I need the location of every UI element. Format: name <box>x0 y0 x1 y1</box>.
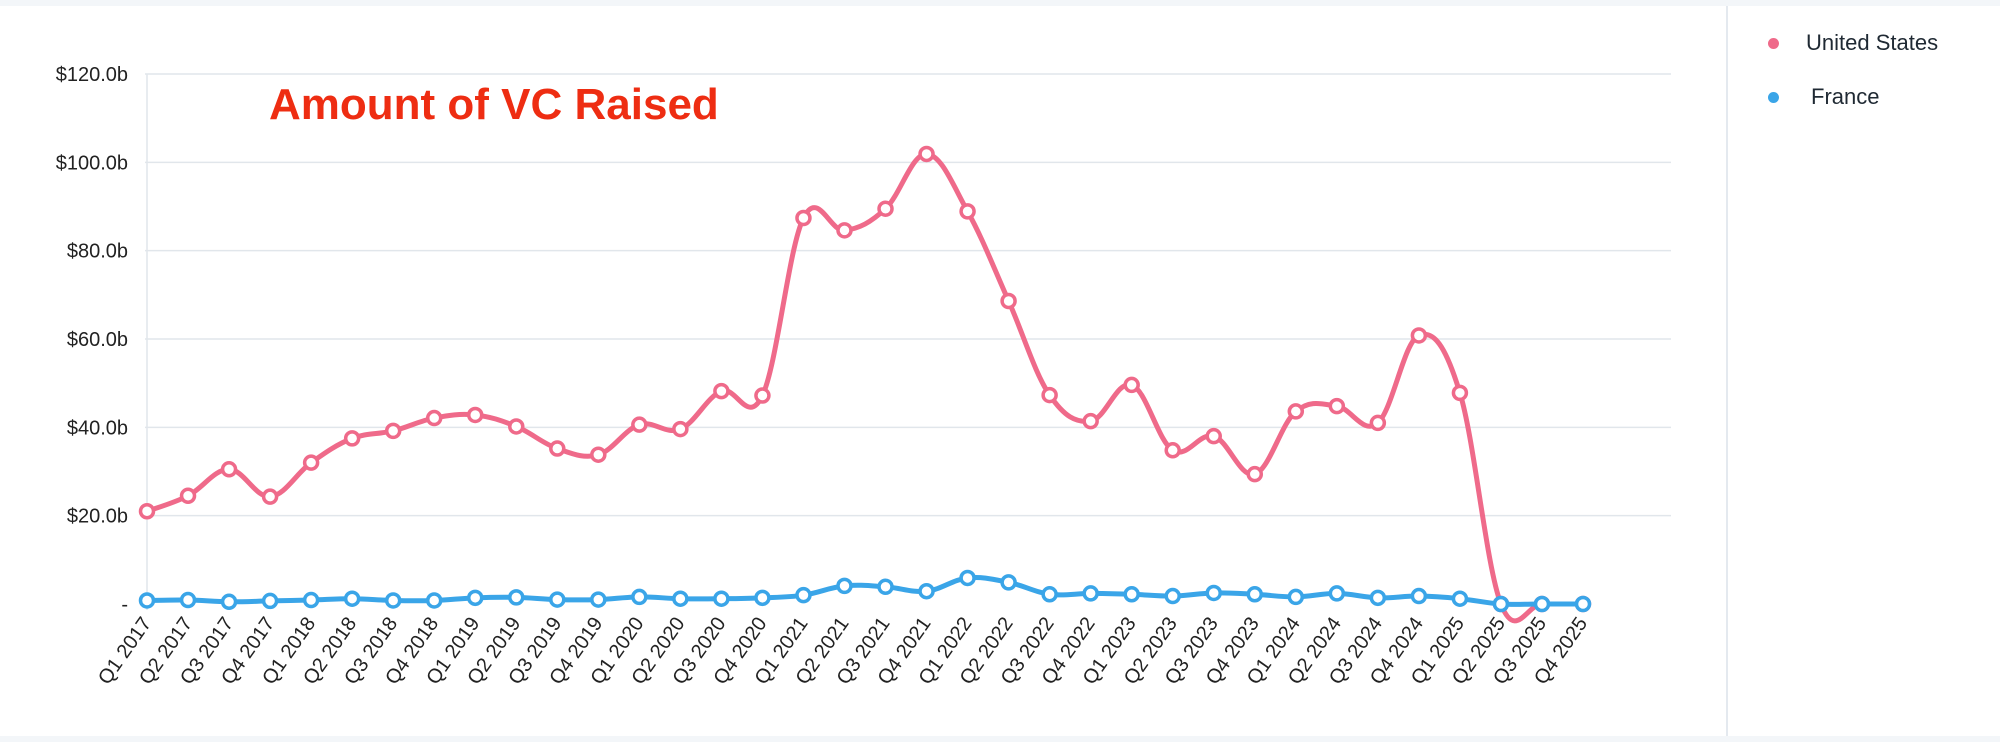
data-point-france[interactable] <box>754 589 771 607</box>
data-point-united-states[interactable] <box>302 454 320 471</box>
data-point-united-states[interactable] <box>1246 465 1264 483</box>
data-point-united-states[interactable] <box>466 406 484 424</box>
data-point-france[interactable] <box>918 582 935 600</box>
y-tick-label: $20.0b <box>67 506 128 528</box>
legend-marker-united-states <box>1768 37 1779 49</box>
data-point-france[interactable] <box>466 589 484 607</box>
data-point-france[interactable] <box>1410 587 1428 605</box>
series-line-united-states <box>144 151 1586 624</box>
data-point-united-states[interactable] <box>1410 327 1428 344</box>
data-point-france[interactable] <box>261 592 279 610</box>
data-point-france[interactable] <box>508 589 525 606</box>
data-point-united-states[interactable] <box>795 209 812 227</box>
data-point-united-states[interactable] <box>179 487 197 505</box>
data-point-united-states[interactable] <box>754 387 771 404</box>
data-point-france[interactable] <box>1287 588 1305 606</box>
data-point-france[interactable] <box>302 591 320 609</box>
data-point-france[interactable] <box>836 577 853 595</box>
legend-marker-france <box>1768 91 1779 103</box>
y-tick-label: $80.0b <box>67 241 128 263</box>
chart-title: Amount of VC Raised <box>269 80 719 129</box>
legend-label-united-states: United States <box>1806 30 1939 55</box>
data-point-france[interactable] <box>1205 584 1222 602</box>
data-point-france[interactable] <box>672 590 689 607</box>
data-point-united-states[interactable] <box>877 200 894 217</box>
data-point-united-states[interactable] <box>1041 386 1058 404</box>
data-point-france[interactable] <box>1123 586 1140 603</box>
gridlines <box>145 73 1671 517</box>
data-point-france[interactable] <box>1000 574 1017 591</box>
chart-frame: - $20.0b $40.0b $60.0b $80.0b $100.0b $120.0b … <box>0 6 2000 736</box>
data-point-united-states[interactable] <box>220 461 238 478</box>
data-point-france[interactable] <box>631 588 648 606</box>
data-point-france[interactable] <box>590 591 607 608</box>
data-point-united-states[interactable] <box>384 422 402 440</box>
data-point-united-states[interactable] <box>836 222 853 239</box>
data-point-united-states[interactable] <box>1205 427 1222 445</box>
data-point-united-states[interactable] <box>959 203 976 220</box>
data-point-united-states[interactable] <box>1000 292 1017 310</box>
data-point-united-states[interactable] <box>1287 403 1305 420</box>
series-france <box>138 569 1592 613</box>
line-chart: -$20.0b$40.0b$60.0b$80.0b$100.0b$120.0b … <box>56 64 1671 689</box>
y-tick-label: $120.0b <box>56 64 128 86</box>
data-point-france[interactable] <box>384 592 402 609</box>
data-point-france[interactable] <box>1082 585 1099 602</box>
y-tick-label: $100.0b <box>56 152 128 174</box>
legend-item-france[interactable]: France <box>1768 84 1879 110</box>
data-point-united-states[interactable] <box>549 440 566 457</box>
data-point-france[interactable] <box>425 592 443 609</box>
data-point-united-states[interactable] <box>1123 376 1140 394</box>
legend-label-france: France <box>1811 84 1880 109</box>
data-point-france[interactable] <box>343 590 361 607</box>
y-axis: - $20.0b $40.0b $60.0b $80.0b $100.0b $120.0b <box>56 64 148 616</box>
data-point-france[interactable] <box>1574 595 1592 613</box>
data-point-united-states[interactable] <box>672 420 689 438</box>
data-point-france[interactable] <box>1328 585 1346 602</box>
y-tick-label: $40.0b <box>67 417 128 439</box>
data-point-france[interactable] <box>1369 589 1387 607</box>
data-point-france[interactable] <box>1451 590 1469 607</box>
data-point-united-states[interactable] <box>590 446 607 463</box>
data-point-france[interactable] <box>1533 595 1551 613</box>
data-point-united-states[interactable] <box>508 418 525 435</box>
data-point-france[interactable] <box>1164 587 1181 605</box>
data-point-united-states[interactable] <box>713 382 730 400</box>
legend: United States France <box>1726 6 2000 736</box>
data-point-united-states[interactable] <box>1082 412 1099 430</box>
data-point-france[interactable] <box>877 578 894 596</box>
series-line-france <box>144 575 1586 607</box>
data-point-france[interactable] <box>1041 586 1058 603</box>
data-point-france[interactable] <box>220 593 238 611</box>
data-point-france[interactable] <box>959 569 976 587</box>
data-point-united-states[interactable] <box>1451 384 1469 402</box>
series-lines <box>138 145 1592 624</box>
data-point-france[interactable] <box>795 586 812 604</box>
data-point-united-states[interactable] <box>343 430 361 447</box>
data-point-france[interactable] <box>1492 595 1510 613</box>
y-tick-label: $60.0b <box>67 329 128 351</box>
data-point-france[interactable] <box>179 591 197 609</box>
data-point-united-states[interactable] <box>1369 414 1387 432</box>
legend-item-united-states[interactable]: United States <box>1768 30 1938 56</box>
data-point-united-states[interactable] <box>631 416 648 433</box>
series-united-states <box>138 145 1592 624</box>
data-point-france[interactable] <box>549 591 566 608</box>
data-point-united-states[interactable] <box>918 145 935 163</box>
y-tick-label: - <box>121 594 128 616</box>
data-point-france[interactable] <box>713 590 730 607</box>
data-point-united-states[interactable] <box>261 488 279 505</box>
data-point-united-states[interactable] <box>1328 397 1346 415</box>
data-point-united-states[interactable] <box>1164 442 1181 459</box>
data-point-france[interactable] <box>1246 586 1264 603</box>
data-point-united-states[interactable] <box>425 409 443 427</box>
data-point-france[interactable] <box>138 592 156 609</box>
data-point-united-states[interactable] <box>138 503 156 520</box>
